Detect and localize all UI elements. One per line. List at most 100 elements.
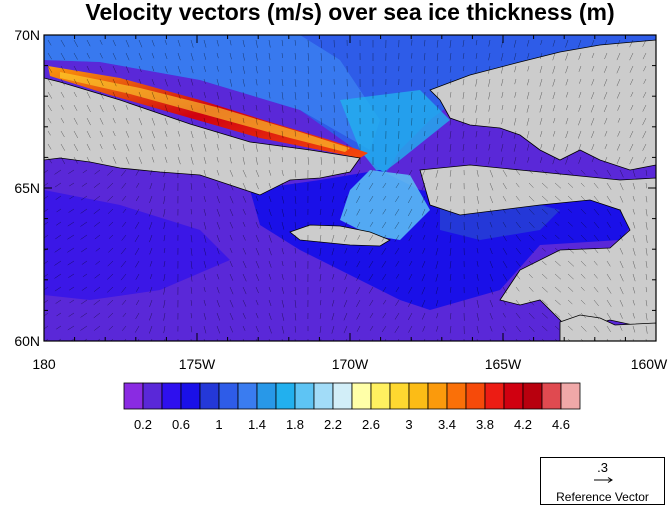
- velocity-arrow: [567, 338, 571, 341]
- velocity-arrow: [67, 247, 75, 253]
- velocity-arrow: [229, 273, 234, 281]
- velocity-arrow: [319, 299, 322, 306]
- velocity-arrow: [502, 260, 508, 269]
- velocity-arrow: [93, 286, 101, 292]
- velocity-arrow: [81, 260, 88, 265]
- velocity-arrow: [190, 156, 194, 165]
- velocity-arrow: [163, 221, 166, 230]
- velocity-arrow: [121, 286, 127, 293]
- velocity-arrow: [163, 169, 166, 178]
- velocity-arrow: [488, 117, 491, 124]
- velocity-arrow: [268, 156, 271, 164]
- velocity-arrow: [528, 221, 535, 228]
- velocity-arrow: [81, 182, 88, 187]
- velocity-arrow: [203, 65, 206, 72]
- velocity-arrow: [70, 338, 75, 341]
- colorbar-label: 1.8: [286, 417, 304, 432]
- velocity-arrow: [513, 52, 517, 61]
- velocity-arrow: [450, 299, 452, 306]
- velocity-arrow: [149, 169, 153, 176]
- velocity-arrow: [149, 247, 153, 255]
- velocity-arrow: [606, 221, 611, 228]
- velocity-arrow: [565, 52, 569, 61]
- velocity-arrow: [435, 260, 439, 269]
- land-st-lawrence-island: [289, 224, 391, 247]
- velocity-arrow: [177, 143, 181, 151]
- velocity-arrow: [331, 247, 335, 256]
- velocity-arrow: [382, 312, 387, 319]
- velocity-arrow: [255, 338, 258, 341]
- velocity-arrow: [515, 260, 521, 267]
- velocity-arrow: [630, 91, 634, 98]
- velocity-arrow: [216, 221, 221, 230]
- ice-region-channel: [340, 170, 430, 240]
- velocity-arrow: [462, 117, 465, 126]
- velocity-arrow: [642, 39, 647, 47]
- velocity-arrow: [137, 338, 140, 341]
- velocity-arrow: [344, 234, 348, 242]
- velocity-arrow: [44, 312, 49, 317]
- velocity-arrow: [515, 169, 521, 176]
- velocity-arrow: [99, 91, 104, 100]
- velocity-arrow: [475, 143, 478, 150]
- velocity-arrow: [203, 247, 207, 256]
- velocity-arrow: [307, 117, 309, 124]
- velocity-arrow: [343, 299, 348, 308]
- velocity-arrow: [449, 273, 452, 281]
- velocity-arrow: [268, 39, 271, 48]
- velocity-arrow: [606, 234, 611, 241]
- velocity-arrow: [107, 299, 114, 306]
- velocity-vectors: [44, 39, 648, 341]
- velocity-arrow: [122, 312, 127, 318]
- velocity-arrow: [450, 338, 452, 341]
- velocity-arrow: [449, 78, 452, 85]
- velocity-arrow: [216, 104, 220, 113]
- velocity-arrow: [632, 299, 635, 306]
- velocity-arrow: [394, 221, 400, 229]
- lon-label-165w: 165W: [485, 356, 522, 372]
- velocity-arrow: [190, 52, 194, 61]
- velocity-arrow: [120, 260, 127, 268]
- velocity-arrow: [476, 338, 478, 341]
- velocity-arrow: [44, 299, 49, 304]
- velocity-arrow: [268, 195, 272, 203]
- velocity-arrow: [382, 195, 387, 201]
- velocity-arrow: [107, 260, 114, 267]
- velocity-arrow: [190, 299, 193, 306]
- velocity-arrow: [95, 260, 101, 265]
- velocity-arrow: [593, 325, 600, 333]
- velocity-arrow: [554, 169, 562, 176]
- velocity-arrow: [593, 260, 598, 266]
- velocity-arrow: [355, 182, 361, 191]
- velocity-arrow: [408, 273, 413, 280]
- axis-ticks: [43, 34, 657, 342]
- velocity-arrow: [80, 234, 88, 240]
- velocity-arrow: [513, 143, 517, 152]
- velocity-arrow: [80, 325, 88, 331]
- velocity-arrow: [552, 78, 556, 87]
- velocity-arrow: [593, 299, 599, 307]
- velocity-arrow: [124, 338, 127, 341]
- velocity-arrow: [242, 234, 246, 241]
- velocity-arrow: [394, 208, 400, 216]
- velocity-arrow: [436, 39, 439, 48]
- velocity-arrow: [138, 104, 142, 112]
- velocity-arrow: [382, 299, 387, 305]
- velocity-arrow: [411, 117, 413, 126]
- velocity-arrow: [294, 247, 296, 254]
- velocity-arrow: [632, 182, 636, 190]
- velocity-arrow: [580, 195, 586, 201]
- velocity-arrow: [604, 52, 608, 60]
- velocity-arrow: [331, 325, 335, 334]
- velocity-arrow: [203, 195, 206, 202]
- velocity-arrow: [86, 143, 91, 151]
- velocity-arrow: [242, 143, 245, 151]
- velocity-arrow: [632, 312, 635, 319]
- velocity-arrow: [203, 117, 207, 126]
- velocity-arrow: [107, 286, 114, 293]
- velocity-arrow: [449, 65, 452, 73]
- velocity-arrow: [163, 325, 166, 334]
- velocity-arrow: [368, 247, 374, 255]
- velocity-arrow: [449, 156, 452, 165]
- velocity-arrow: [513, 117, 517, 126]
